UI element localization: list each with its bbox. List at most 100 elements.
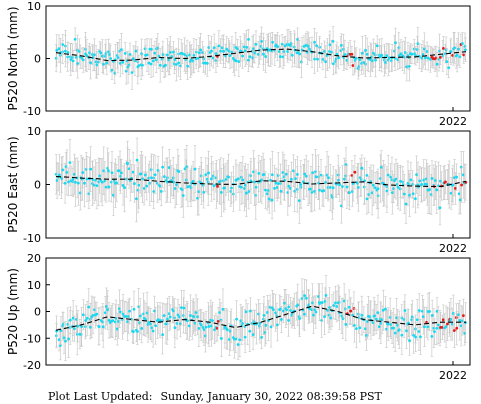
north-data-point bbox=[397, 54, 401, 58]
east-data-point bbox=[204, 173, 208, 177]
east-data-point bbox=[247, 190, 251, 193]
east-data-point bbox=[121, 184, 125, 187]
east-data-point bbox=[167, 166, 171, 169]
up-data-point bbox=[103, 311, 107, 315]
east-data-point bbox=[219, 179, 223, 183]
east-data-point bbox=[415, 173, 418, 177]
north-data-point bbox=[307, 44, 310, 48]
east-data-point bbox=[171, 176, 175, 180]
up-data-point bbox=[88, 325, 92, 329]
north-data-point bbox=[416, 42, 420, 46]
up-data-point bbox=[149, 322, 153, 326]
north-data-point bbox=[280, 42, 284, 46]
up-data-point bbox=[449, 317, 453, 321]
north-data-point bbox=[85, 54, 89, 58]
east-data-point bbox=[304, 174, 308, 178]
north-data-point bbox=[131, 57, 135, 61]
up-data-point bbox=[289, 309, 292, 312]
east-data-point bbox=[58, 173, 61, 177]
north-data-point bbox=[186, 64, 190, 68]
up-data-point bbox=[115, 327, 119, 331]
up-data-point bbox=[243, 335, 247, 339]
panel-east: -10 0 10 P520 East (mm) 2022 bbox=[6, 125, 471, 255]
up-data-point bbox=[234, 337, 238, 341]
east-data-point bbox=[264, 188, 267, 192]
north-y-tick-label: 0 bbox=[34, 53, 41, 66]
east-data-point bbox=[438, 206, 442, 210]
up-data-point bbox=[57, 338, 61, 342]
east-y-tick-label: 10 bbox=[27, 125, 41, 138]
up-data-point bbox=[166, 317, 169, 321]
east-data-point bbox=[327, 176, 330, 180]
north-data-point bbox=[403, 51, 407, 54]
up-y-tick-label: 0 bbox=[34, 306, 41, 319]
up-data-point bbox=[182, 306, 186, 310]
north-data-point bbox=[384, 61, 387, 64]
up-data-point bbox=[236, 343, 240, 346]
up-plot-frame bbox=[45, 257, 471, 366]
north-data-point bbox=[76, 62, 80, 65]
up-data-point bbox=[354, 327, 358, 331]
north-data-point bbox=[420, 56, 424, 60]
east-data-point bbox=[186, 185, 190, 189]
up-data-point bbox=[244, 310, 248, 314]
east-data-point bbox=[139, 172, 143, 176]
east-data-point bbox=[65, 171, 69, 174]
up-data-point bbox=[154, 324, 158, 328]
east-data-point bbox=[183, 167, 187, 171]
up-data-point bbox=[285, 308, 288, 312]
up-data-point bbox=[415, 318, 419, 322]
north-data-point bbox=[102, 62, 105, 66]
north-data-point bbox=[234, 59, 238, 63]
east-data-point bbox=[156, 169, 160, 172]
north-data-point bbox=[55, 48, 59, 52]
north-data-point bbox=[313, 40, 316, 44]
east-data-point bbox=[284, 172, 288, 176]
north-data-point bbox=[364, 48, 367, 52]
up-data-point bbox=[202, 328, 206, 332]
east-data-point bbox=[386, 173, 390, 177]
north-data-point bbox=[324, 60, 328, 64]
up-data-point bbox=[314, 310, 318, 314]
east-data-point bbox=[322, 189, 326, 193]
up-recent-point bbox=[216, 320, 220, 323]
east-data-point bbox=[128, 179, 132, 182]
east-data-point bbox=[461, 173, 465, 177]
up-data-point bbox=[335, 305, 339, 308]
up-data-point bbox=[426, 325, 430, 329]
east-data-point bbox=[287, 184, 291, 188]
north-x-tick-label: 2022 bbox=[439, 115, 467, 128]
east-data-point bbox=[434, 179, 437, 182]
up-data-point bbox=[304, 296, 308, 300]
east-data-point bbox=[143, 173, 147, 177]
east-data-point bbox=[411, 192, 415, 196]
north-y-axis-label: P520 North (mm) bbox=[6, 6, 20, 110]
east-data-point bbox=[92, 183, 96, 187]
north-data-point bbox=[422, 47, 426, 51]
east-data-point bbox=[142, 186, 146, 190]
up-data-point bbox=[332, 304, 336, 307]
north-data-point bbox=[252, 47, 256, 51]
last-updated-footer: Plot Last Updated: Sunday, January 30, 20… bbox=[48, 390, 382, 403]
east-recent-point bbox=[454, 186, 457, 190]
east-data-point bbox=[212, 184, 216, 188]
north-data-point bbox=[316, 57, 319, 61]
up-data-point bbox=[320, 301, 324, 304]
east-data-point bbox=[219, 190, 223, 194]
north-data-point bbox=[149, 62, 153, 66]
north-data-point bbox=[323, 49, 326, 53]
up-data-point bbox=[168, 315, 172, 319]
east-data-point bbox=[430, 177, 434, 180]
east-data-point bbox=[281, 171, 285, 174]
north-data-point bbox=[358, 58, 362, 62]
east-data-point bbox=[319, 173, 323, 177]
up-data-point bbox=[412, 333, 415, 337]
up-data-point bbox=[138, 321, 142, 325]
north-data-point bbox=[331, 62, 335, 66]
north-data-point bbox=[237, 60, 241, 63]
north-data-point bbox=[461, 42, 464, 45]
up-data-point bbox=[340, 314, 344, 318]
north-data-point bbox=[219, 49, 223, 53]
up-data-point bbox=[181, 314, 185, 317]
